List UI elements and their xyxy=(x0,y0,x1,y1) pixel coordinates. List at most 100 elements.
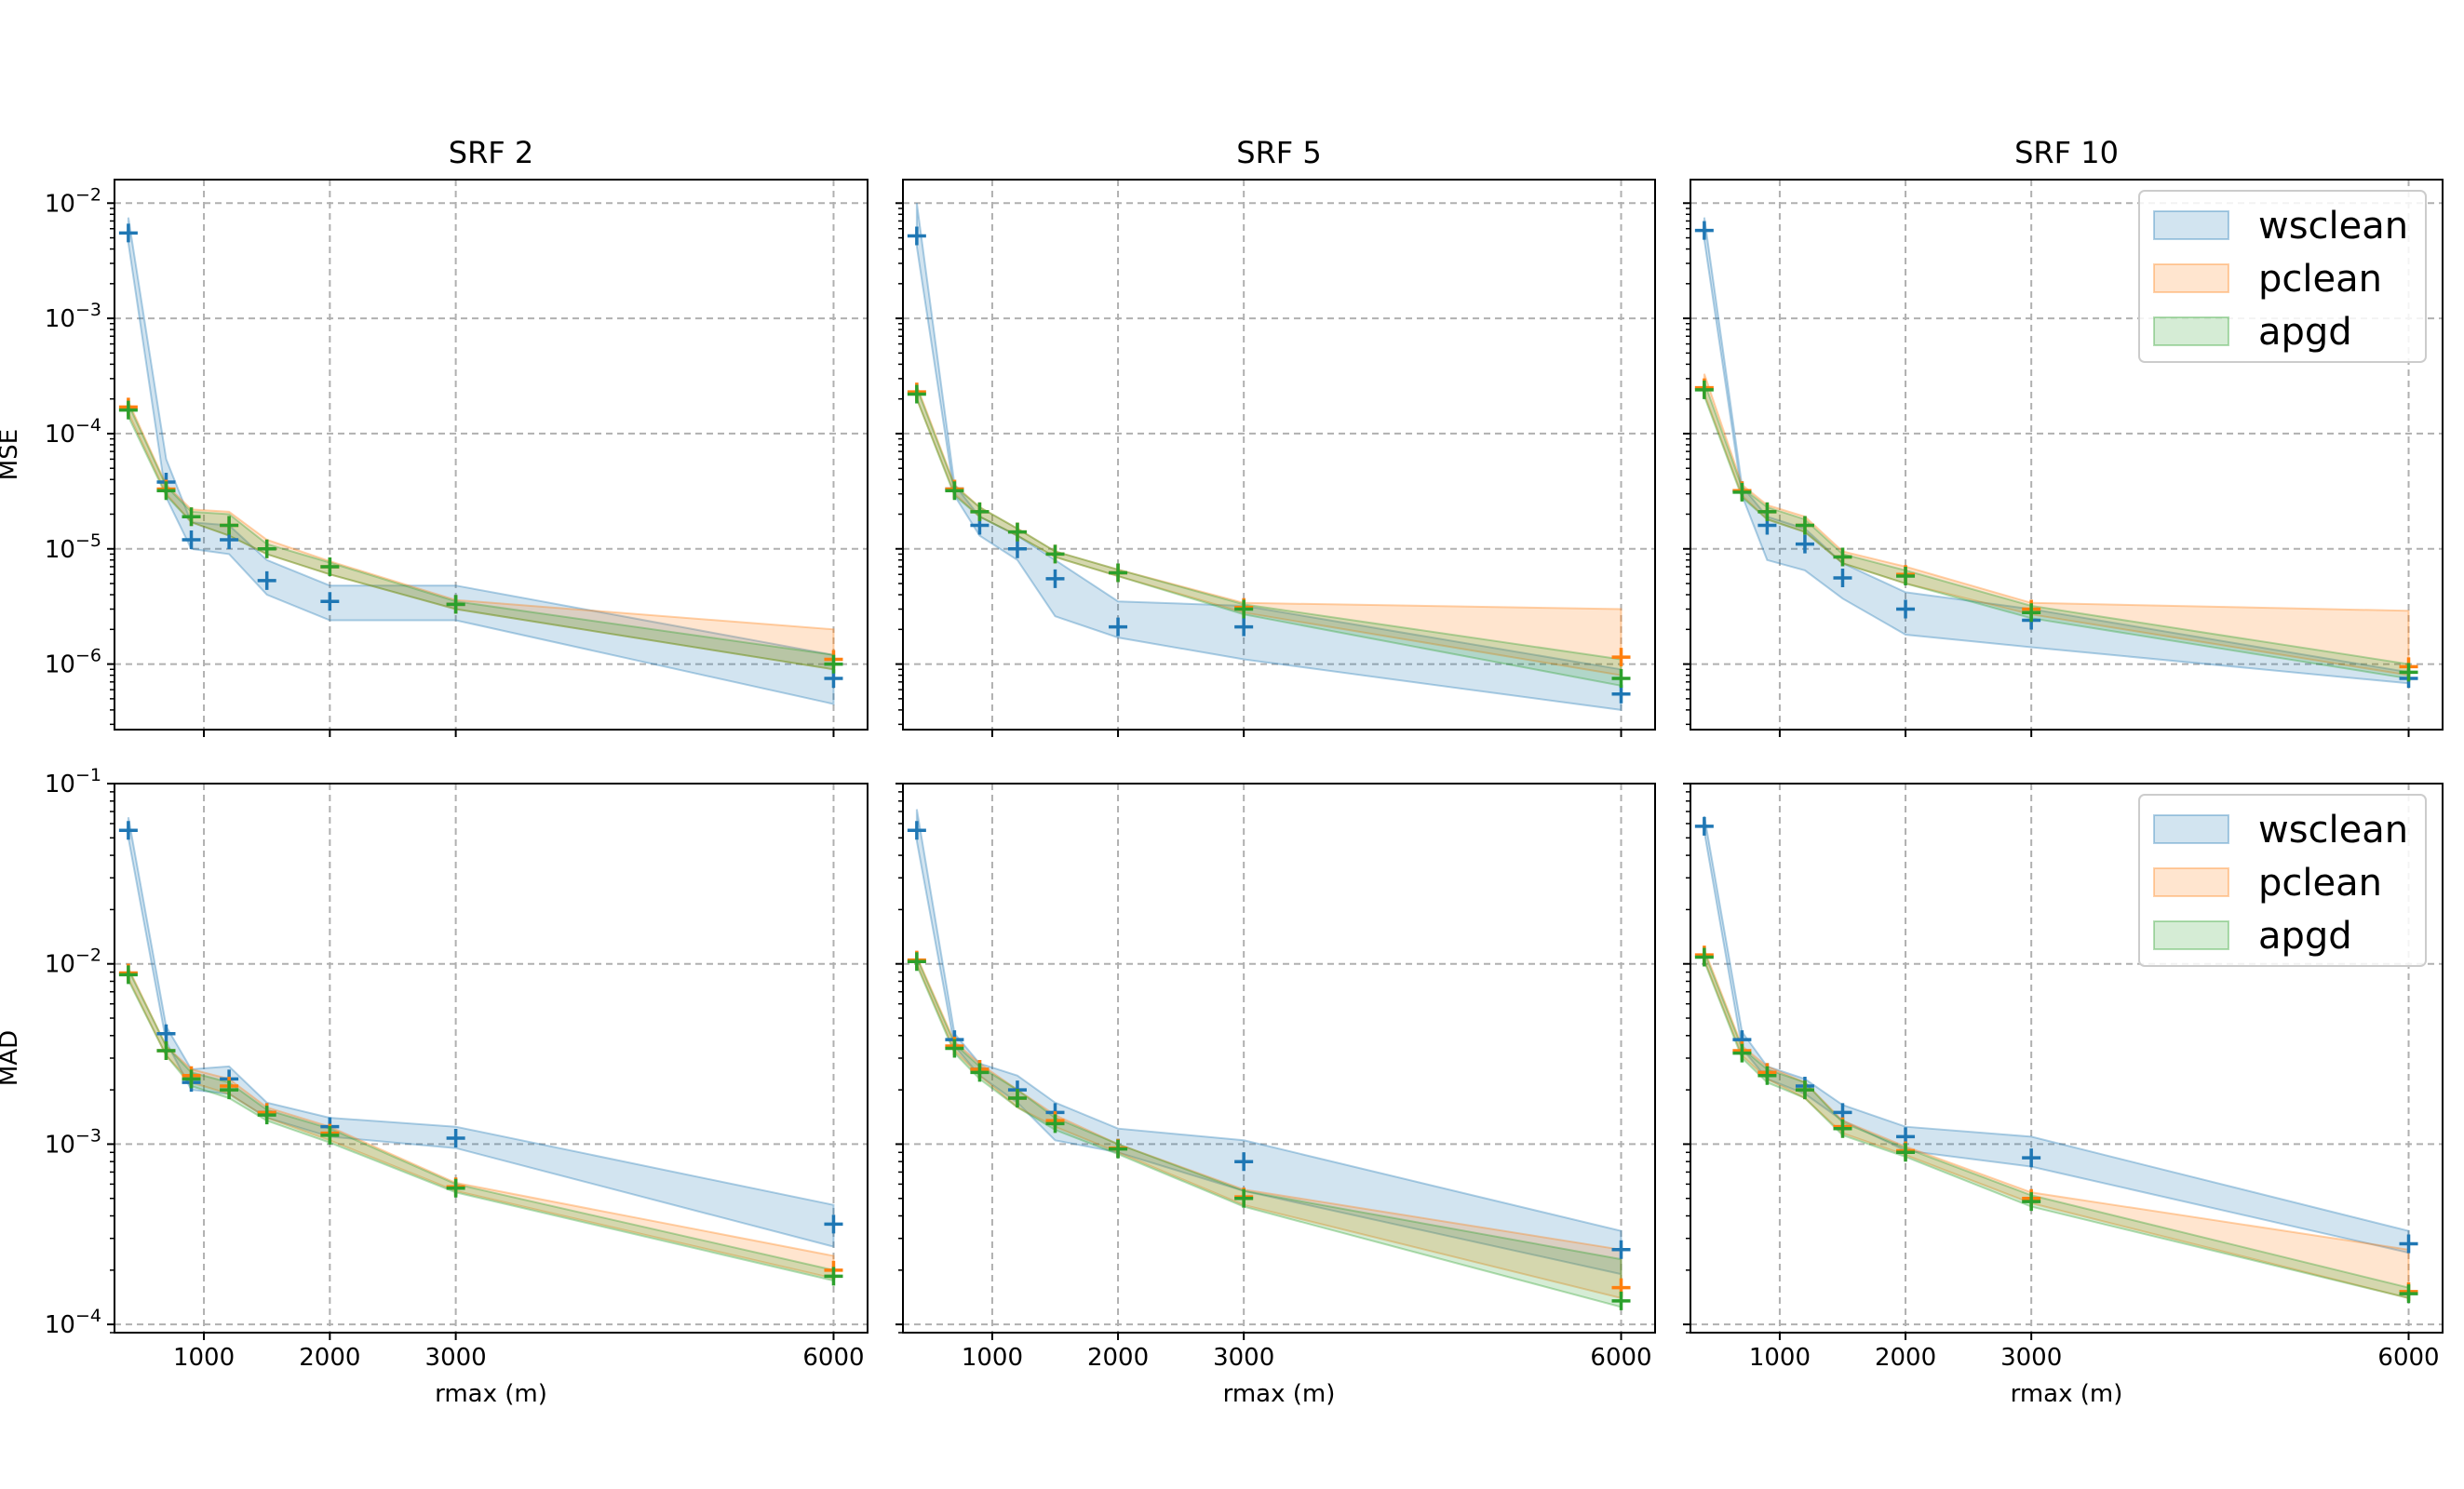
y-tick-label: 10−3 xyxy=(45,1125,101,1159)
apgd-marker xyxy=(2399,663,2418,682)
apgd-marker xyxy=(907,384,926,404)
wsclean-marker xyxy=(1694,221,1714,240)
legend-label-pclean: pclean xyxy=(2258,258,2382,301)
apgd-marker xyxy=(1234,1188,1254,1208)
apgd-marker xyxy=(1896,567,1916,586)
apgd-marker xyxy=(446,595,465,614)
wsclean-marker xyxy=(1045,569,1065,588)
wsclean-marker xyxy=(257,570,276,590)
apgd-marker xyxy=(1611,1291,1631,1310)
apgd-marker xyxy=(1045,544,1065,564)
wsclean-marker xyxy=(446,1128,465,1147)
legend: wsclean pclean apgd xyxy=(2138,794,2427,967)
y-tick-exponent: −6 xyxy=(75,646,101,666)
apgd-marker xyxy=(257,539,276,558)
apgd-marker xyxy=(320,557,340,576)
x-tick-label: 6000 xyxy=(802,1344,864,1372)
y-tick-exponent: −2 xyxy=(75,946,101,966)
legend-swatch-apgd xyxy=(2153,316,2229,346)
apgd-band xyxy=(127,969,835,1282)
apgd-marker xyxy=(945,1039,964,1058)
y-tick-label: 10−1 xyxy=(45,765,101,798)
axes-frame xyxy=(1690,783,2444,1334)
y-tick-exponent: −1 xyxy=(75,765,101,785)
apgd-marker xyxy=(824,654,843,674)
y-tick-label: 10−4 xyxy=(45,415,101,449)
y-tick-base: 10 xyxy=(45,771,75,798)
x-tick-label: 3000 xyxy=(425,1344,487,1372)
y-tick-exponent: −3 xyxy=(75,1125,101,1146)
x-axis-label: rmax (m) xyxy=(435,1380,547,1408)
x-tick-label: 3000 xyxy=(1213,1344,1274,1372)
wsclean-band xyxy=(915,203,1622,712)
apgd-marker xyxy=(2022,603,2041,623)
plot-area xyxy=(118,217,843,705)
apgd-marker xyxy=(1109,563,1128,583)
apgd-marker xyxy=(2399,1284,2418,1304)
y-tick-base: 10 xyxy=(45,651,75,679)
wsclean-marker xyxy=(118,821,138,840)
wsclean-marker xyxy=(1234,1152,1254,1172)
wsclean-marker xyxy=(118,223,138,243)
y-tick-base: 10 xyxy=(45,421,75,449)
wsclean-marker xyxy=(1234,617,1254,637)
y-tick-exponent: −3 xyxy=(75,300,101,320)
y-tick-exponent: −2 xyxy=(75,184,101,205)
panel-mse-srf5: SRF 5 xyxy=(895,135,1656,737)
x-axis-label: rmax (m) xyxy=(2011,1380,2123,1408)
wsclean-band xyxy=(127,217,835,705)
y-axis-label: MAD xyxy=(0,1030,23,1086)
apgd-marker xyxy=(156,481,176,501)
wsclean-marker xyxy=(1007,539,1027,558)
wsclean-band xyxy=(915,809,1622,1276)
y-tick-base: 10 xyxy=(45,305,75,333)
apgd-marker xyxy=(1694,947,1714,967)
legend-swatch-wsclean xyxy=(2153,210,2229,240)
y-tick-base: 10 xyxy=(45,190,75,218)
apgd-marker xyxy=(182,507,201,527)
pclean-band xyxy=(127,967,835,1280)
panel-mad-srf5: 1000 2000 3000 6000 rmax (m) xyxy=(895,783,1656,1408)
wsclean-marker xyxy=(156,1024,176,1043)
panel-mad-srf10: 1000 2000 3000 6000 rmax (m) wsclean pclean apg… xyxy=(1683,783,2444,1408)
apgd-marker xyxy=(1757,502,1777,521)
panel-mse-srf10: SRF 10 wsclean pclean apgd xyxy=(1683,135,2444,737)
plot-area xyxy=(1694,217,2418,689)
y-tick-label: 10−4 xyxy=(45,1306,101,1339)
wsclean-band xyxy=(127,817,835,1248)
x-tick-label: 2000 xyxy=(1087,1344,1149,1372)
legend-swatch-pclean xyxy=(2153,867,2229,897)
apgd-marker xyxy=(156,1040,176,1060)
legend-box xyxy=(2138,190,2427,363)
apgd-marker xyxy=(1234,599,1254,619)
wsclean-marker xyxy=(2399,1234,2418,1254)
apgd-marker xyxy=(220,1080,239,1100)
apgd-marker xyxy=(1045,1114,1065,1134)
apgd-marker xyxy=(1732,482,1752,502)
wsclean-marker xyxy=(1896,599,1916,619)
y-tick-exponent: −4 xyxy=(75,1306,101,1326)
wsclean-marker xyxy=(182,530,201,549)
apgd-marker xyxy=(1896,1143,1916,1162)
y-tick-base: 10 xyxy=(45,1311,75,1339)
y-tick-label: 10−2 xyxy=(45,946,101,979)
y-tick-base: 10 xyxy=(45,536,75,564)
legend-label-apgd: apgd xyxy=(2258,915,2352,958)
panel-title: SRF 5 xyxy=(1236,135,1321,170)
y-tick-exponent: −4 xyxy=(75,415,101,436)
plot-area xyxy=(118,817,843,1286)
x-tick-label: 1000 xyxy=(173,1344,235,1372)
wsclean-marker xyxy=(907,226,926,246)
plot-area xyxy=(907,203,1631,712)
apgd-marker xyxy=(945,481,964,501)
y-tick-base: 10 xyxy=(45,1131,75,1159)
apgd-marker xyxy=(1007,1088,1027,1107)
apgd-marker xyxy=(907,952,926,972)
x-tick-label: 1000 xyxy=(1749,1344,1811,1372)
axes-frame xyxy=(902,783,1656,1334)
y-tick-label: 10−3 xyxy=(45,300,101,333)
apgd-marker xyxy=(1833,1119,1852,1138)
